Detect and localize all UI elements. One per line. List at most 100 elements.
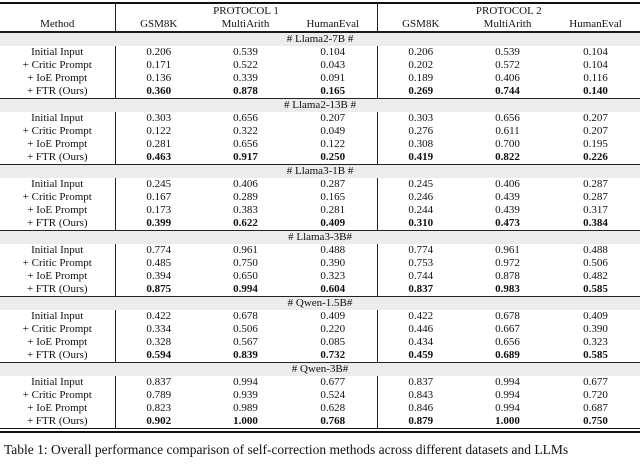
value-cell: 0.750 [583,415,608,427]
value-cell: 0.473 [495,217,520,229]
value-cell: 0.122 [114,125,202,138]
value-cell: 0.585 [583,349,608,361]
value-cell: 0.360 [114,85,202,99]
method-label: Initial Input [31,244,84,256]
method-label: + FTR (Ours) [26,217,88,229]
method-label: + IoE Prompt [27,72,88,84]
method-label: + FTR (Ours) [26,349,88,361]
value-cell: 0.276 [376,125,465,138]
value-cell: 0.650 [233,270,258,282]
value-cell: 0.789 [114,389,202,402]
value-cell: 0.390 [320,257,346,269]
value-cell: 0.091 [320,72,346,84]
table-row: Initial Input 0.422 0.678 0.409 0.422 0.678 0.… [0,310,640,323]
value-cell: 0.287 [583,178,608,190]
value-cell: 0.837 [114,376,202,389]
value-cell: 0.043 [320,59,346,71]
value-cell: 0.310 [376,217,465,231]
value-cell: 0.667 [495,323,520,335]
value-cell: 0.245 [114,178,202,191]
value-cell: 0.226 [583,151,608,163]
value-cell: 0.281 [114,138,202,151]
value-cell: 0.220 [320,323,346,335]
value-cell: 0.628 [320,402,346,414]
method-header-spacer [0,3,115,18]
value-cell: 0.837 [376,376,465,389]
value-cell: 0.406 [233,178,258,190]
value-cell: 0.171 [114,59,202,72]
value-cell: 0.104 [583,59,608,71]
section-title: # Llama2-13B # [0,98,640,112]
section-band-row: # Llama3-3B# [0,230,640,244]
value-cell: 0.656 [233,112,258,124]
section-band-row: # Llama2-13B # [0,98,640,112]
value-cell: 1.000 [233,415,258,427]
value-cell: 0.656 [495,112,520,124]
value-cell: 0.104 [320,46,346,58]
method-label: + Critic Prompt [22,389,92,401]
value-cell: 0.287 [583,191,608,203]
table-row: + IoE Prompt 0.394 0.650 0.323 0.744 0.878 0.4… [0,270,640,283]
value-cell: 0.422 [376,310,465,323]
p2-humaneval-header: HumanEval [569,18,622,30]
value-cell: 0.419 [376,151,465,165]
value-cell: 0.902 [114,415,202,428]
method-label: + Critic Prompt [22,257,92,269]
value-cell: 0.308 [376,138,465,151]
value-cell: 0.136 [114,72,202,85]
value-cell: 0.323 [583,336,608,348]
table-row: + Critic Prompt 0.485 0.750 0.390 0.753 0.972… [0,257,640,270]
value-cell: 0.989 [233,402,258,414]
paper-page: PROTOCOL 1 PROTOCOL 2 Method GSM8K Multi… [0,2,640,457]
section-band-row: # Qwen-3B# [0,362,640,376]
value-cell: 0.677 [583,376,608,388]
table-caption: Table 1: Overall performance comparison … [4,442,569,457]
value-cell: 0.656 [233,138,258,150]
method-label: + Critic Prompt [22,59,92,71]
table-row: Initial Input 0.206 0.539 0.104 0.206 0.539 0.… [0,46,640,59]
table-row: + Critic Prompt 0.789 0.939 0.524 0.843 0.994… [0,389,640,402]
value-cell: 0.846 [376,402,465,415]
method-label: + FTR (Ours) [26,151,88,163]
table-row: + Critic Prompt 0.334 0.506 0.220 0.446 0.667… [0,323,640,336]
method-label: + IoE Prompt [27,204,88,216]
value-cell: 0.207 [583,112,608,124]
method-label: + FTR (Ours) [26,85,88,97]
value-cell: 0.656 [495,336,520,348]
value-cell: 0.439 [495,191,520,203]
value-cell: 0.049 [320,125,346,137]
method-label: + IoE Prompt [27,138,88,150]
value-cell: 0.678 [495,310,520,322]
value-cell: 0.250 [320,151,346,163]
table-row: + IoE Prompt 0.173 0.383 0.281 0.244 0.439 0.3… [0,204,640,217]
method-column-header: Method [40,18,75,30]
section-title: # Llama2-7B # [0,31,640,46]
section-title: # Qwen-3B# [0,362,640,376]
table-row: + IoE Prompt 0.281 0.656 0.122 0.308 0.700 0.1… [0,138,640,151]
value-cell: 0.383 [233,204,258,216]
value-cell: 0.539 [233,46,258,58]
value-cell: 0.409 [583,310,608,322]
value-cell: 0.422 [114,310,202,323]
value-cell: 0.678 [233,310,258,322]
value-cell: 0.753 [376,257,465,270]
p2-gsm8k-header: GSM8K [376,18,465,32]
table-row: + FTR (Ours) 0.594 0.839 0.732 0.459 0.689 0.5… [0,349,640,363]
value-cell: 0.524 [320,389,346,401]
value-cell: 0.289 [233,191,258,203]
value-cell: 0.972 [495,257,520,269]
value-cell: 0.774 [376,244,465,257]
value-cell: 0.539 [495,46,520,58]
value-cell: 1.000 [495,415,520,427]
value-cell: 0.485 [114,257,202,270]
value-cell: 0.202 [376,59,465,72]
value-cell: 0.246 [376,191,465,204]
value-cell: 0.085 [320,336,346,348]
value-cell: 0.384 [583,217,608,229]
table-row: Initial Input 0.774 0.961 0.488 0.774 0.961 0.… [0,244,640,257]
value-cell: 0.206 [114,46,202,59]
value-cell: 0.983 [495,283,520,295]
value-cell: 0.875 [114,283,202,297]
method-label: Initial Input [31,310,84,322]
value-cell: 0.409 [320,310,346,322]
